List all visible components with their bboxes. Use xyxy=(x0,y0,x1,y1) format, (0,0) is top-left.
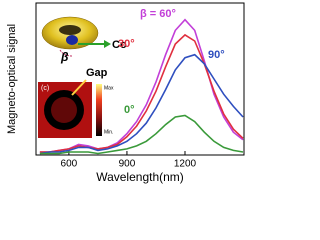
heatmap-inset xyxy=(38,79,102,138)
line xyxy=(39,53,244,155)
annotation: (c) xyxy=(41,85,49,92)
annotation: Gap xyxy=(86,67,108,79)
series-label: 30° xyxy=(118,38,135,50)
series-label: 0° xyxy=(124,104,135,116)
plot-frame xyxy=(35,2,245,156)
x-axis-label: Wavelength(nm) xyxy=(96,170,184,184)
chart: Co β (c) Gap Max Min. Wavelength(nm) Mag… xyxy=(6,2,245,184)
x-tick-label: 1200 xyxy=(174,159,197,170)
annotation: Max xyxy=(104,85,114,91)
line xyxy=(39,114,244,155)
annotation: Co xyxy=(112,39,127,51)
annotation: β xyxy=(60,50,69,64)
x-tick-label: 600 xyxy=(61,159,78,170)
annotation: Min. xyxy=(104,129,113,135)
line xyxy=(39,33,244,153)
torus-inset xyxy=(41,16,111,57)
series-label: 90° xyxy=(208,49,225,61)
x-tick-label: 900 xyxy=(119,159,136,170)
series-label: β = 60° xyxy=(140,8,176,20)
y-axis-label: Magneto-optical signal xyxy=(6,24,18,134)
